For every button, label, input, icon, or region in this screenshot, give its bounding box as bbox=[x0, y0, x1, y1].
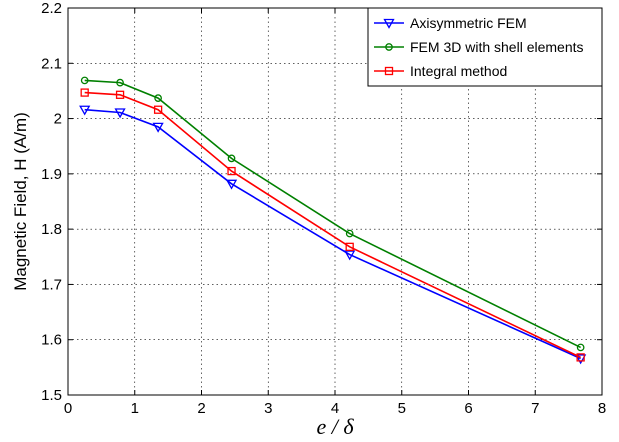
x-tick-label: 0 bbox=[64, 400, 72, 417]
data-point bbox=[576, 343, 585, 352]
legend-entry: Axisymmetric FEM bbox=[374, 15, 527, 31]
data-point bbox=[575, 354, 587, 365]
series-line bbox=[84, 91, 581, 359]
data-point bbox=[344, 250, 356, 261]
axis-ticks: 0 1 2 3 4 5 6 7 8 1.5 1.6 1.7 1.8 1.9 2 2.1 2.2 bbox=[41, 0, 606, 417]
data-point bbox=[115, 90, 125, 99]
x-tick-label: 8 bbox=[598, 400, 606, 417]
data-point bbox=[79, 105, 91, 116]
legend-label: Integral method bbox=[410, 63, 507, 79]
legend: Axisymmetric FEM FEM 3D with shell elemen… bbox=[367, 7, 603, 87]
y-axis-label: Magnetic Field, H (A/m) bbox=[11, 112, 30, 291]
x-tick-label: 5 bbox=[398, 400, 406, 417]
y-tick-label: 2 bbox=[54, 111, 62, 128]
legend-marker bbox=[385, 43, 393, 51]
legend-box bbox=[367, 7, 603, 87]
data-point bbox=[576, 353, 585, 362]
series-2 bbox=[80, 88, 585, 362]
x-tick-label: 3 bbox=[264, 400, 272, 417]
x-tick-label: 4 bbox=[331, 400, 339, 417]
data-point bbox=[227, 166, 236, 176]
y-tick-label: 2.2 bbox=[41, 0, 62, 17]
x-tick-label: 1 bbox=[131, 400, 139, 417]
series-line bbox=[84, 108, 581, 360]
data-point bbox=[80, 88, 89, 97]
y-tick-label: 1.6 bbox=[41, 332, 62, 349]
legend-entry: FEM 3D with shell elements bbox=[374, 39, 584, 55]
data-point bbox=[114, 108, 126, 119]
data-point bbox=[154, 94, 162, 102]
data-point bbox=[116, 78, 124, 87]
data-point bbox=[225, 179, 238, 190]
legend-entry: Integral method bbox=[374, 63, 507, 79]
series-1 bbox=[80, 76, 585, 352]
data-point bbox=[227, 154, 236, 163]
data-point bbox=[152, 122, 164, 133]
data-point bbox=[153, 105, 163, 114]
y-tick-label: 1.9 bbox=[41, 166, 62, 183]
data-point bbox=[345, 229, 354, 238]
legend-label: Axisymmetric FEM bbox=[410, 15, 527, 31]
x-axis-label: e / δ bbox=[316, 414, 354, 439]
series-0 bbox=[79, 105, 587, 365]
legend-marker bbox=[383, 18, 395, 29]
y-tick-label: 1.7 bbox=[41, 276, 62, 293]
x-tick-label: 7 bbox=[531, 400, 539, 417]
x-tick-label: 6 bbox=[464, 400, 472, 417]
data-point bbox=[80, 76, 89, 85]
x-tick-label: 2 bbox=[197, 400, 205, 417]
series-lines bbox=[79, 76, 587, 365]
series-line bbox=[84, 79, 581, 349]
y-tick-label: 2.1 bbox=[41, 55, 62, 72]
legend-marker bbox=[384, 66, 394, 76]
y-tick-label: 1.8 bbox=[41, 221, 62, 238]
legend-label: FEM 3D with shell elements bbox=[410, 39, 584, 55]
y-tick-label: 1.5 bbox=[41, 387, 62, 404]
data-point bbox=[345, 242, 354, 251]
